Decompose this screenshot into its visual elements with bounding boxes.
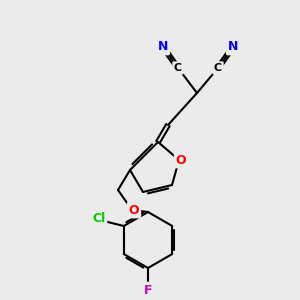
Text: C: C (214, 63, 222, 73)
Text: N: N (228, 40, 238, 53)
Text: N: N (158, 40, 168, 53)
Text: Cl: Cl (92, 212, 105, 226)
Text: O: O (129, 203, 139, 217)
Text: O: O (176, 154, 186, 166)
Text: F: F (144, 284, 152, 296)
Text: C: C (174, 63, 182, 73)
